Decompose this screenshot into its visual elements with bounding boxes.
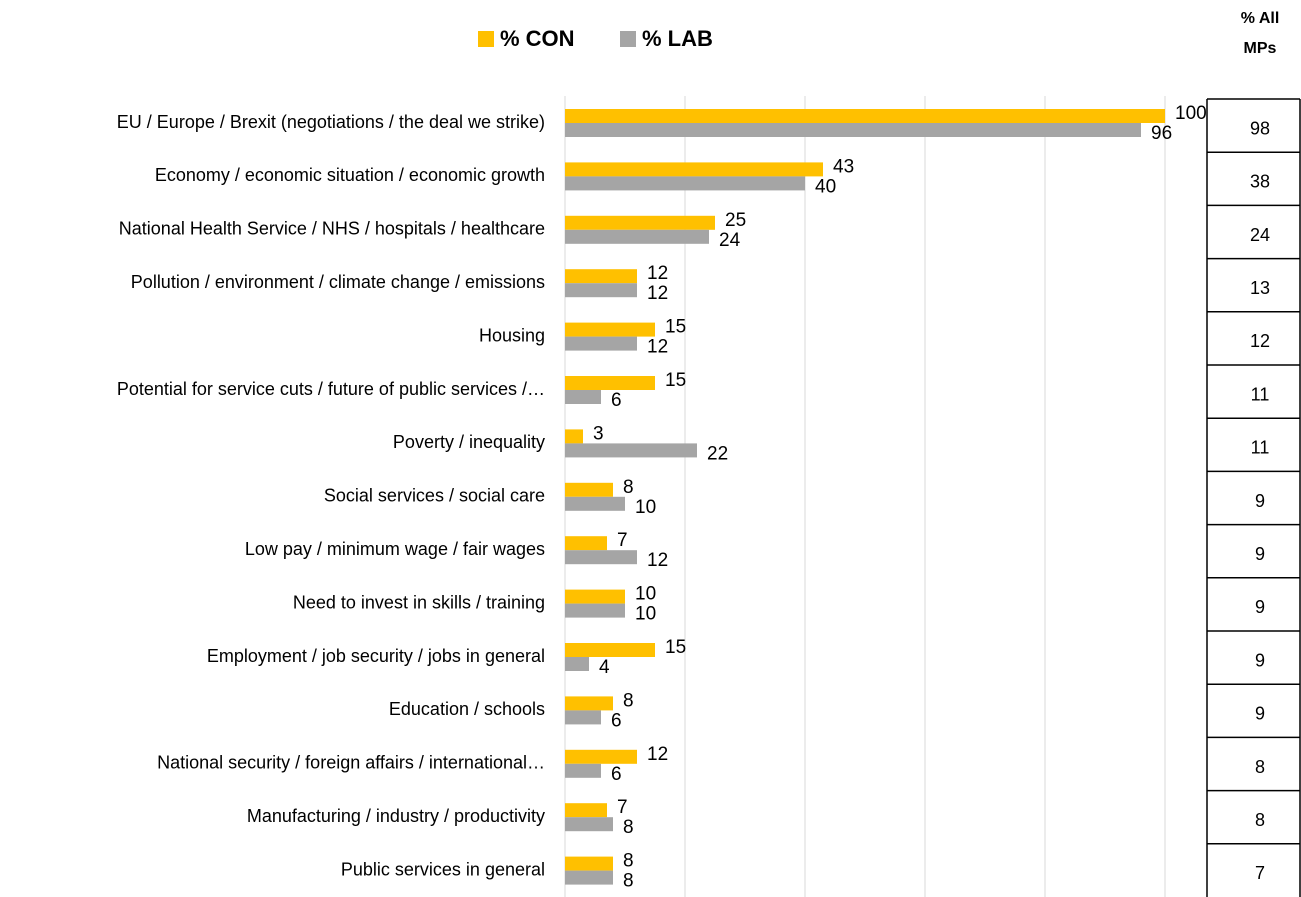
bar xyxy=(565,123,1141,137)
category-label: EU / Europe / Brexit (negotiations / the… xyxy=(117,112,545,132)
bar xyxy=(565,589,625,604)
value-label: 3 xyxy=(593,423,604,444)
bar xyxy=(565,763,601,778)
category-label: Need to invest in skills / training xyxy=(293,592,545,612)
value-label: 8 xyxy=(623,817,634,838)
value-label: 15 xyxy=(665,637,686,658)
legend-swatch xyxy=(620,31,636,47)
bar xyxy=(565,536,607,551)
bar xyxy=(565,336,637,351)
bar xyxy=(565,657,589,671)
value-label: 12 xyxy=(647,744,668,765)
table-value: 9 xyxy=(1255,650,1265,670)
bar xyxy=(565,429,583,444)
bar xyxy=(565,443,697,458)
category-label: Poverty / inequality xyxy=(393,432,545,452)
bar xyxy=(565,496,625,511)
value-label: 15 xyxy=(665,370,686,391)
category-label: Housing xyxy=(479,325,545,345)
bar xyxy=(565,856,613,871)
category-label: National security / foreign affairs / in… xyxy=(157,753,545,773)
table-value: 8 xyxy=(1255,757,1265,777)
table-value: 11 xyxy=(1251,384,1270,404)
category-label: Employment / job security / jobs in gene… xyxy=(207,646,545,666)
bar xyxy=(565,817,613,832)
value-label: 8 xyxy=(623,871,634,892)
bar xyxy=(565,390,601,404)
category-label: Social services / social care xyxy=(324,486,545,506)
value-label: 6 xyxy=(611,390,622,411)
bar xyxy=(565,229,709,244)
value-label: 12 xyxy=(647,337,668,358)
bar xyxy=(565,749,637,764)
table-value: 9 xyxy=(1255,597,1265,617)
value-label: 40 xyxy=(815,176,836,197)
value-label: 12 xyxy=(647,283,668,304)
bar xyxy=(565,603,625,618)
value-label: 6 xyxy=(611,710,622,731)
value-label: 4 xyxy=(599,657,610,678)
value-label: 12 xyxy=(647,550,668,571)
value-label: 10 xyxy=(635,604,656,625)
table-value: 7 xyxy=(1255,863,1265,883)
category-label: Potential for service cuts / future of p… xyxy=(117,379,545,399)
legend-swatch xyxy=(478,31,494,47)
category-label: Low pay / minimum wage / fair wages xyxy=(245,539,545,559)
bar xyxy=(565,162,823,177)
table-value: 12 xyxy=(1250,331,1270,351)
category-label: Public services in general xyxy=(341,859,545,879)
bar xyxy=(565,376,655,390)
value-label: 100 xyxy=(1175,103,1207,124)
table-value: 11 xyxy=(1251,438,1270,458)
table-value: 38 xyxy=(1250,172,1270,192)
value-label: 43 xyxy=(833,156,854,177)
value-label: 12 xyxy=(647,263,668,284)
table-value: 8 xyxy=(1255,810,1265,830)
table-value: 98 xyxy=(1250,118,1270,138)
bar xyxy=(565,482,613,497)
category-label: Economy / economic situation / economic … xyxy=(155,165,545,185)
value-label: 10 xyxy=(635,497,656,518)
category-label: National Health Service / NHS / hospital… xyxy=(119,219,545,239)
bar xyxy=(565,269,637,284)
category-label: Education / schools xyxy=(389,699,545,719)
bar xyxy=(565,176,805,191)
table-value: 9 xyxy=(1255,491,1265,511)
bar xyxy=(565,710,601,725)
bar xyxy=(565,803,607,818)
table-value: 24 xyxy=(1250,225,1270,245)
value-label: 8 xyxy=(623,851,634,872)
value-label: 15 xyxy=(665,317,686,338)
table-value: 9 xyxy=(1255,544,1265,564)
value-label: 22 xyxy=(707,443,728,464)
bar xyxy=(565,870,613,885)
value-label: 7 xyxy=(617,797,628,818)
bar xyxy=(565,550,637,565)
category-label: Pollution / environment / climate change… xyxy=(131,272,545,292)
bar xyxy=(565,643,655,657)
value-label: 25 xyxy=(725,210,746,231)
value-label: 6 xyxy=(611,764,622,785)
value-label: 96 xyxy=(1151,123,1172,144)
table-value: 13 xyxy=(1250,278,1270,298)
bar xyxy=(565,215,715,230)
value-label: 8 xyxy=(623,477,634,498)
legend-label: % CON xyxy=(500,26,575,51)
table-header: % All MPs xyxy=(1240,10,1280,57)
value-label: 8 xyxy=(623,690,634,711)
bar xyxy=(565,109,1165,123)
value-label: 7 xyxy=(617,530,628,551)
legend-label: % LAB xyxy=(642,26,713,51)
value-label: 10 xyxy=(635,584,656,605)
bar xyxy=(565,322,655,337)
value-label: 24 xyxy=(719,230,741,251)
bar xyxy=(565,283,637,298)
table-value: 9 xyxy=(1255,704,1265,724)
category-label: Manufacturing / industry / productivity xyxy=(247,806,545,826)
bar xyxy=(565,696,613,711)
